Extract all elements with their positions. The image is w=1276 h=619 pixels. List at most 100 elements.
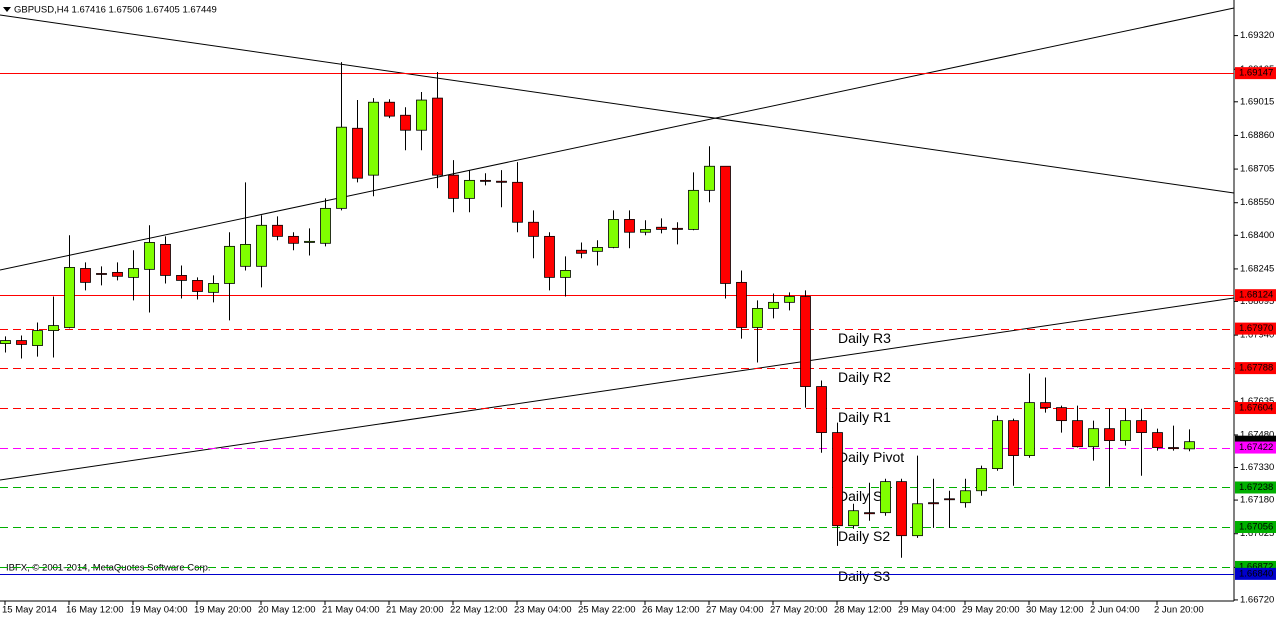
candle-body (80, 268, 91, 283)
candle-body (880, 481, 891, 514)
candle-body (1024, 402, 1035, 456)
y-tick-label: 1.68705 (1240, 164, 1274, 175)
candle-body (960, 490, 971, 504)
candle-body (112, 271, 123, 277)
candle-body (816, 386, 827, 433)
candle-body (208, 283, 219, 293)
level-price-label: 1.67056 (1239, 522, 1273, 533)
candle-body (784, 296, 795, 303)
candle-body (256, 224, 267, 267)
x-tick-label: 2 Jun 04:00 (1090, 605, 1140, 616)
candle-body (704, 165, 715, 191)
y-tick-label: 1.67480 (1240, 429, 1274, 440)
candle-body (352, 127, 363, 179)
y-tick-label: 1.69015 (1240, 96, 1274, 107)
y-tick-label: 1.67635 (1240, 396, 1274, 407)
candle-body (0, 340, 11, 344)
candle-body (1152, 432, 1163, 448)
level-price-box (1235, 322, 1276, 335)
candle-body (96, 273, 107, 275)
x-tick-label: 20 May 12:00 (258, 605, 316, 616)
y-tick-label: 1.68095 (1240, 296, 1274, 307)
level-name: Daily S1 (838, 488, 890, 504)
candle-body (656, 226, 667, 230)
candle-body (1120, 420, 1131, 442)
x-tick-label: 22 May 12:00 (450, 605, 508, 616)
candle-body (912, 503, 923, 537)
y-tick-label: 1.68550 (1240, 197, 1274, 208)
chart-title: GBPUSD,H4 1.67416 1.67506 1.67405 1.6744… (14, 5, 217, 16)
y-tick-label: 1.68245 (1240, 263, 1274, 274)
candle-body (832, 432, 843, 527)
copyright: IBFX, © 2001-2014, MetaQuotes Software C… (6, 563, 211, 574)
candle-body (1008, 420, 1019, 456)
level-price-label: 1.68124 (1239, 290, 1273, 301)
candle-body (144, 242, 155, 270)
candle-body (48, 325, 59, 331)
candle-body (224, 245, 235, 284)
candle-body (1088, 428, 1099, 448)
candle-body (480, 179, 491, 182)
x-tick-label: 19 May 20:00 (194, 605, 252, 616)
x-tick-label: 29 May 04:00 (898, 605, 956, 616)
candle-body (976, 468, 987, 492)
candle-body (1056, 407, 1067, 422)
level-name: Daily R3 (838, 330, 891, 346)
candle-body (464, 179, 475, 199)
trendlines (0, 7, 1235, 481)
level-price-box (1235, 441, 1276, 454)
candle-body (16, 340, 27, 345)
level-name: Daily S3 (838, 568, 890, 584)
candle-body (1072, 420, 1083, 448)
level-price-box (1235, 567, 1276, 580)
level-name: Daily S2 (838, 528, 890, 544)
candle-body (192, 280, 203, 292)
x-tick-label: 23 May 04:00 (514, 605, 572, 616)
candle-body (304, 240, 315, 243)
candle-body (848, 510, 859, 527)
candle-body (768, 301, 779, 309)
level-price-box (1235, 520, 1276, 533)
candle-body (128, 268, 139, 278)
candle-body (720, 165, 731, 284)
level-price-label: 1.67422 (1239, 442, 1273, 453)
candle-body (624, 219, 635, 233)
candle-body (736, 281, 747, 328)
x-tick-label: 28 May 12:00 (834, 605, 892, 616)
candle-body (640, 229, 651, 233)
candle-body (944, 498, 955, 501)
y-tick-label: 1.67330 (1240, 462, 1274, 473)
level-price-label: 1.66840 (1239, 568, 1273, 579)
candle-body (416, 99, 427, 131)
candle-body (272, 224, 283, 237)
candle-body (432, 97, 443, 176)
x-tick-label: 16 May 12:00 (66, 605, 124, 616)
candle-body (560, 270, 571, 278)
candle-body (1168, 447, 1179, 450)
y-tick-label: 1.68860 (1240, 130, 1274, 141)
candle-body (528, 221, 539, 237)
candle-body (800, 296, 811, 387)
candle-body (288, 235, 299, 244)
level-name: Daily R1 (838, 409, 891, 425)
candle-body (672, 227, 683, 230)
candle-body (576, 249, 587, 254)
trendline (0, 297, 1235, 481)
y-tick-label: 1.68400 (1240, 230, 1274, 241)
level-price-label: 1.69147 (1239, 68, 1273, 79)
candle-body (368, 101, 379, 176)
candle-body (608, 219, 619, 248)
level-price-label: 1.67788 (1239, 363, 1273, 374)
y-tick-label: 1.67180 (1240, 495, 1274, 506)
candle-body (400, 114, 411, 131)
candle-body (992, 420, 1003, 470)
candle-body (1040, 402, 1051, 409)
trendline (0, 7, 1235, 271)
candle-body (512, 181, 523, 223)
candle-body (64, 267, 75, 328)
level-name: Daily Pivot (838, 449, 904, 465)
candle-body (320, 207, 331, 244)
